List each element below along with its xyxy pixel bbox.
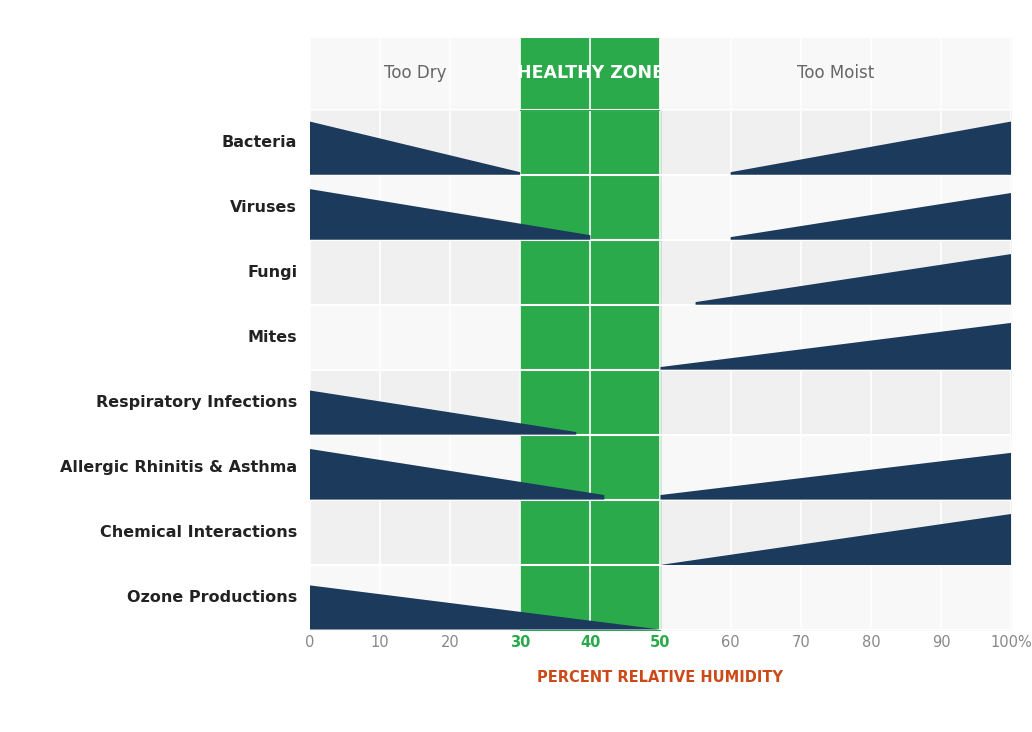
Text: Ozone Productions: Ozone Productions xyxy=(127,589,297,605)
Polygon shape xyxy=(660,514,1011,564)
Polygon shape xyxy=(660,453,1011,500)
Text: Respiratory Infections: Respiratory Infections xyxy=(96,395,297,410)
Text: Mites: Mites xyxy=(248,329,297,345)
Text: PERCENT RELATIVE HUMIDITY: PERCENT RELATIVE HUMIDITY xyxy=(538,670,783,684)
Text: Fungi: Fungi xyxy=(247,265,297,280)
Polygon shape xyxy=(310,449,605,500)
Text: Too Moist: Too Moist xyxy=(798,64,874,82)
Text: Chemical Interactions: Chemical Interactions xyxy=(100,525,297,539)
Text: Viruses: Viruses xyxy=(230,200,297,214)
Polygon shape xyxy=(310,586,660,630)
Text: HEALTHY ZONE: HEALTHY ZONE xyxy=(517,64,664,82)
Text: Too Dry: Too Dry xyxy=(384,64,446,82)
Polygon shape xyxy=(660,323,1011,370)
Polygon shape xyxy=(696,254,1011,305)
Polygon shape xyxy=(731,122,1011,175)
Text: Bacteria: Bacteria xyxy=(222,135,297,150)
Polygon shape xyxy=(310,189,590,240)
Polygon shape xyxy=(310,390,576,435)
Polygon shape xyxy=(731,193,1011,240)
Text: Allergic Rhinitis & Asthma: Allergic Rhinitis & Asthma xyxy=(60,460,297,474)
Polygon shape xyxy=(310,122,520,175)
